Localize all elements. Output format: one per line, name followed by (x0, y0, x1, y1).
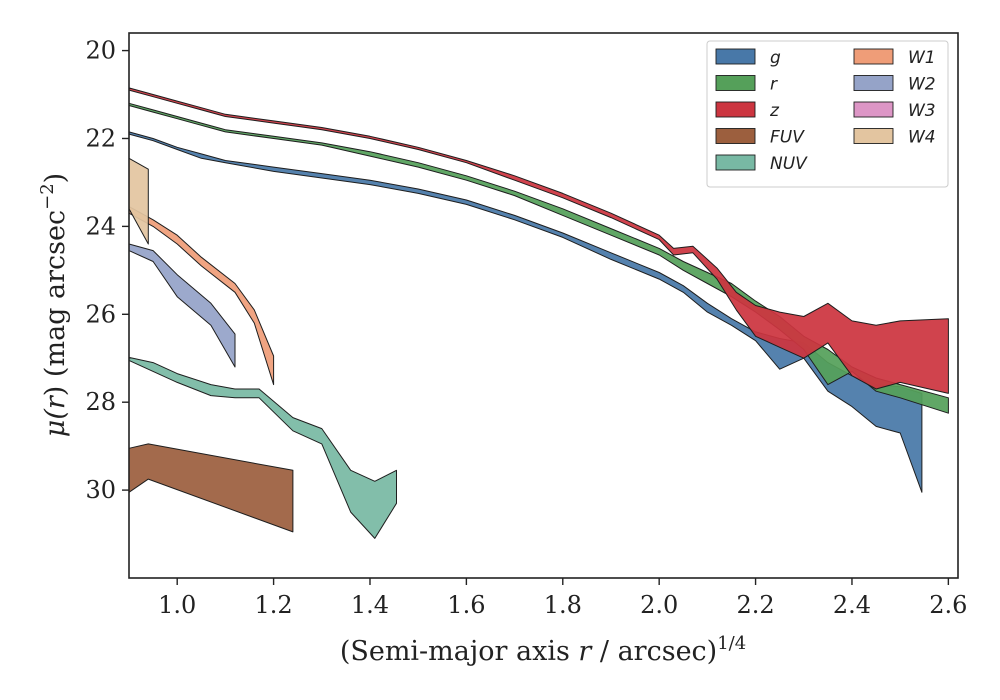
legend-label-r: r (770, 75, 778, 95)
y-tick-label: 24 (85, 212, 116, 240)
area-w2 (128, 243, 236, 368)
area-g (128, 131, 923, 493)
plot-frame (128, 32, 959, 579)
legend-swatch-w1 (853, 48, 894, 65)
x-tick-label: 2.0 (640, 591, 678, 619)
legend-swatch-w2 (853, 75, 894, 91)
area-z (128, 87, 949, 394)
legend-swatch-fuv (715, 128, 756, 144)
series-areas (128, 87, 949, 539)
x-tick-label: 2.6 (929, 591, 967, 619)
legend-label-w3: W3 (908, 101, 936, 121)
legend: grz FUV NUV W1 W2 W3 W4 (706, 40, 949, 188)
area-nuv (128, 356, 397, 539)
y-axis: 20 22 24 26 28 30 (85, 37, 129, 504)
area-w1 (128, 206, 275, 386)
y-tick-label: 22 (85, 124, 116, 152)
legend-swatch-nuv (715, 154, 756, 171)
y-tick-label: 20 (85, 37, 116, 65)
legend-swatch-z (715, 101, 756, 118)
x-tick-label: 1.8 (544, 591, 582, 619)
y-axis-title: μ(r) (mag arcsec−2) (37, 173, 71, 437)
legend-swatch-r (715, 75, 756, 91)
legend-swatch-w3 (853, 101, 894, 118)
legend-label-w4: W4 (908, 128, 936, 148)
legend-label-w2: W2 (908, 75, 936, 95)
area-fuv (128, 443, 294, 533)
legend-label-g: g (770, 48, 781, 68)
x-tick-label: 2.2 (736, 591, 774, 619)
x-tick-label: 2.4 (833, 591, 871, 619)
y-tick-label: 26 (85, 300, 116, 328)
x-axis-title: (Semi-major axis r / arcsec)1/4 (340, 633, 746, 667)
x-tick-label: 1.4 (351, 591, 389, 619)
legend-label-w1: W1 (908, 48, 936, 68)
area-w4 (128, 157, 149, 245)
x-tick-label: 1.0 (158, 591, 196, 619)
legend-swatch-w4 (853, 128, 894, 144)
legend-label-nuv: NUV (770, 154, 808, 174)
y-tick-label: 28 (85, 388, 116, 416)
legend-swatch-g (715, 48, 756, 65)
legend-label-z: z (769, 101, 780, 121)
x-tick-label: 1.2 (255, 591, 293, 619)
x-tick-label: 1.6 (447, 591, 485, 619)
y-tick-label: 30 (85, 476, 116, 504)
x-axis: 1.0 1.2 1.4 1.6 1.8 2.0 2.2 2.4 2.6 (158, 578, 967, 619)
legend-label-fuv: FUV (770, 128, 805, 148)
